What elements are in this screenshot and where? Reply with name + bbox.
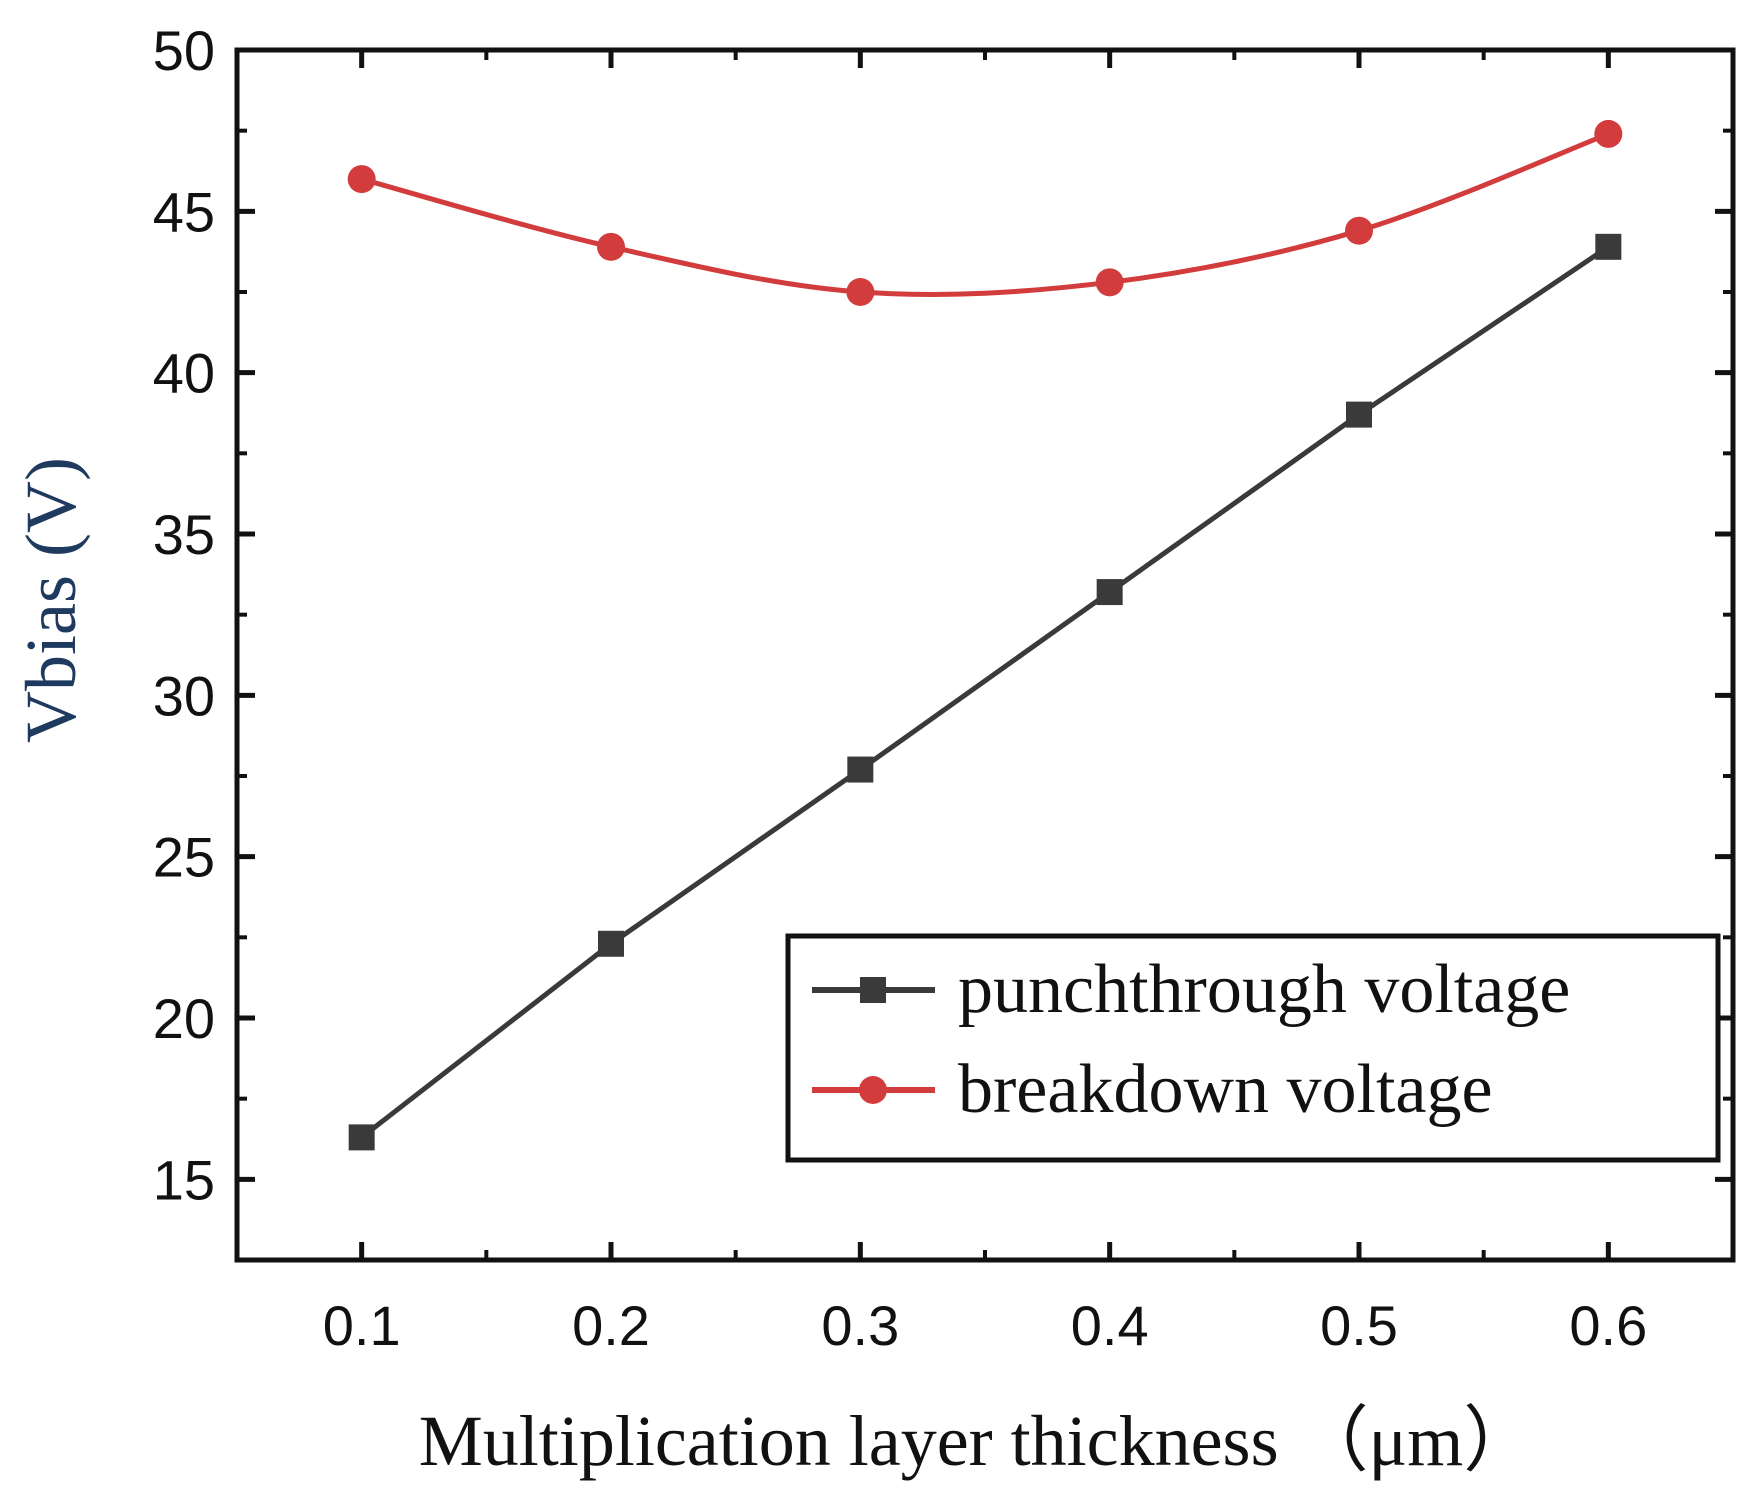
y-tick-label: 35 — [153, 503, 215, 566]
x-tick-label: 0.4 — [1071, 1294, 1149, 1357]
x-tick-label: 0.2 — [572, 1294, 650, 1357]
y-tick-label: 40 — [153, 342, 215, 405]
data-point — [598, 930, 624, 957]
legend-marker — [860, 977, 886, 1003]
legend-entry: breakdown voltage — [812, 1051, 1493, 1128]
y-axis-title: Vbias (V) — [11, 457, 91, 743]
series-breakdown-voltage — [347, 119, 1623, 306]
y-tick-label: 25 — [153, 826, 215, 889]
x-axis: 0.1 0.2 0.3 0.4 0.5 0.6 — [235, 50, 1735, 1357]
data-point — [1096, 579, 1123, 606]
data-point — [1345, 216, 1373, 245]
legend-label: punchthrough voltage — [958, 951, 1570, 1028]
series-line — [360, 244, 1610, 1140]
legend-label: breakdown voltage — [958, 1051, 1493, 1128]
data-point — [1594, 119, 1623, 148]
data-point — [1346, 401, 1372, 428]
legend-marker — [859, 1076, 887, 1104]
y-tick-label: 45 — [153, 180, 215, 243]
legend: punchthrough voltage breakdown voltage — [785, 933, 1721, 1163]
data-point — [597, 232, 625, 261]
x-axis-title: Multiplication layer thickness （μm） — [419, 1401, 1535, 1481]
data-point — [1095, 268, 1124, 297]
y-axis: 15 20 25 30 35 40 45 50 — [153, 19, 1733, 1262]
series-layer — [347, 119, 1623, 1151]
y-tick-label: 50 — [153, 19, 215, 82]
y-tick-label: 30 — [153, 664, 215, 727]
data-point — [846, 278, 875, 306]
legend-box — [785, 933, 1721, 1163]
series-punchthrough-voltage — [348, 233, 1622, 1151]
series-line — [361, 131, 1610, 297]
x-tick-label: 0.5 — [1320, 1294, 1398, 1357]
x-tick-label: 0.1 — [323, 1294, 401, 1357]
legend-entry: punchthrough voltage — [812, 951, 1570, 1028]
y-tick-label: 20 — [153, 987, 215, 1050]
x-tick-label: 0.6 — [1569, 1294, 1647, 1357]
data-point — [847, 756, 874, 783]
data-point — [347, 165, 376, 194]
data-point — [1595, 233, 1622, 260]
x-tick-label: 0.3 — [821, 1294, 899, 1357]
data-point — [348, 1124, 375, 1151]
y-tick-label: 15 — [153, 1148, 215, 1211]
